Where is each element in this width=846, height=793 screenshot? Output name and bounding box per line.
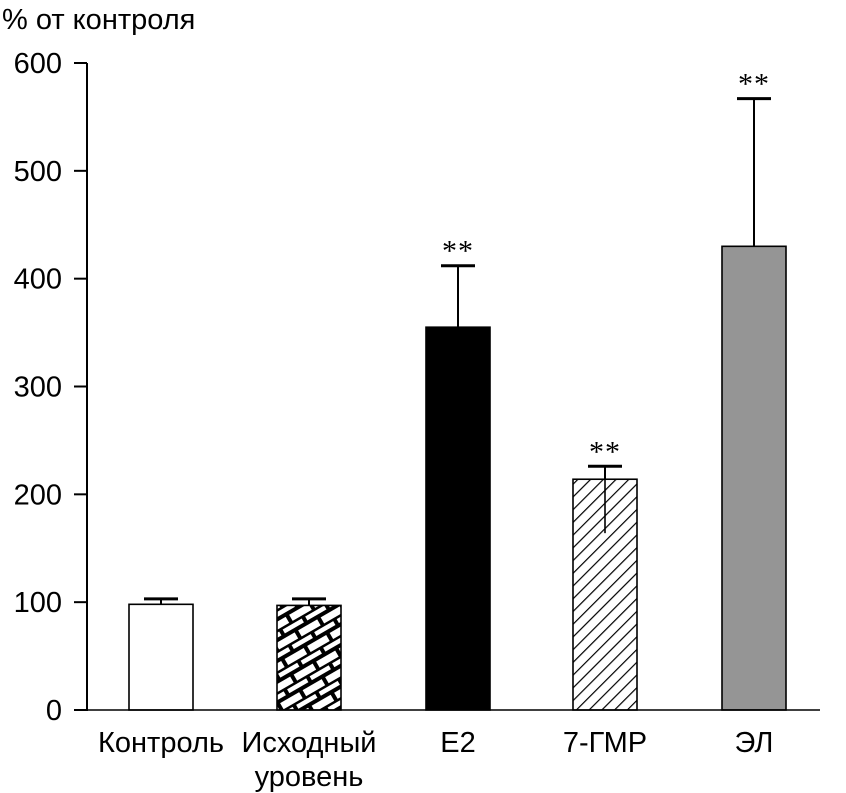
- bar: [276, 604, 342, 711]
- x-tick-label: Контроль: [98, 727, 224, 759]
- y-tick-label: 600: [14, 48, 62, 80]
- bar: [425, 326, 491, 711]
- x-tick-label: Исходный: [242, 727, 377, 759]
- y-tick-label: 100: [14, 587, 62, 619]
- y-axis-label: % от контроля: [2, 4, 195, 36]
- significance-mark: **: [442, 235, 474, 268]
- x-tick-label: уровень: [255, 761, 364, 793]
- bar: [721, 245, 787, 711]
- y-tick-label: 200: [14, 479, 62, 511]
- x-tick-label: 7-ГМР: [563, 727, 647, 759]
- x-tick-label: ЭЛ: [735, 727, 774, 759]
- y-tick-label: 0: [46, 695, 62, 727]
- significance-mark: **: [738, 68, 770, 101]
- y-tick-label: 400: [14, 264, 62, 296]
- bar: [128, 603, 194, 711]
- significance-mark: **: [589, 435, 621, 468]
- y-tick-label: 300: [14, 372, 62, 404]
- x-tick-label: E2: [440, 727, 475, 759]
- y-tick-label: 500: [14, 156, 62, 188]
